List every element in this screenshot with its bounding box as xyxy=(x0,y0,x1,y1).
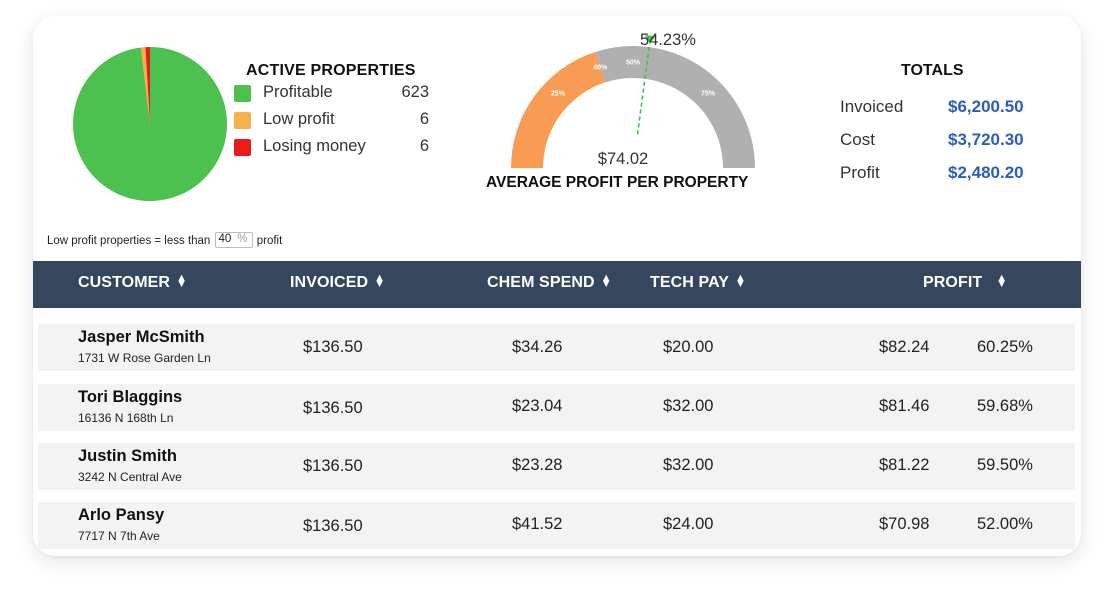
legend-item-losing-money: Losing money 6 xyxy=(234,136,434,161)
invoiced-cell: $136.50 xyxy=(303,457,363,475)
legend-count: 6 xyxy=(419,110,429,128)
column-header-label: CUSTOMER xyxy=(78,274,171,291)
column-header-label: INVOICED xyxy=(290,274,369,291)
totals-title: TOTALS xyxy=(901,62,964,79)
low-profit-threshold-input[interactable]: 40 % xyxy=(214,232,253,248)
profit-percent-cell: 52.00% xyxy=(977,515,1033,533)
gauge-tick-label: 25% xyxy=(551,91,566,98)
legend-count: 623 xyxy=(401,83,429,101)
profit-percent-cell: 59.50% xyxy=(977,456,1033,474)
profit-cell: $81.22 xyxy=(879,456,930,474)
table-row[interactable]: Justin Smith 3242 N Central Ave $136.50 … xyxy=(38,443,1075,490)
threshold-input-value: 40 xyxy=(218,233,232,245)
totals-label: Invoiced xyxy=(840,97,904,116)
gauge-pointer-label: 54.23% xyxy=(640,31,696,49)
low-profit-swatch xyxy=(234,112,251,129)
customer-address: 16136 N 168th Ln xyxy=(78,411,174,425)
active-properties-pie-chart xyxy=(73,47,227,201)
table-row[interactable]: Tori Blaggins 16136 N 168th Ln $136.50 $… xyxy=(38,384,1075,431)
chem-spend-cell: $23.28 xyxy=(512,456,563,474)
threshold-prefix: Low profit properties = less than xyxy=(47,235,211,248)
customer-name: Justin Smith xyxy=(78,447,178,465)
gauge-fill-band xyxy=(511,51,606,168)
active-properties-title: ACTIVE PROPERTIES xyxy=(246,62,416,79)
tech-pay-cell: $24.00 xyxy=(663,515,714,533)
customer-address: 1731 W Rose Garden Ln xyxy=(78,351,211,365)
totals-label: Cost xyxy=(840,130,875,149)
legend-item-low-profit: Low profit 6 xyxy=(234,109,434,134)
customer-address: 7717 N 7th Ave xyxy=(78,529,160,543)
totals-row-cost: Cost $3,720.30 xyxy=(840,130,1040,163)
column-header-label: TECH PAY xyxy=(650,274,730,291)
gauge-tick-label: 40% xyxy=(593,65,608,72)
profit-cell: $70.98 xyxy=(879,515,930,533)
column-header-invoiced[interactable]: INVOICED ▲ ▼ xyxy=(290,271,386,292)
column-header-label: PROFIT xyxy=(923,274,983,291)
customer-name: Tori Blaggins xyxy=(78,388,183,406)
gauge-tick-label: 75% xyxy=(701,91,716,98)
totals-value: $3,720.30 xyxy=(948,130,1024,149)
totals-label: Profit xyxy=(840,163,880,182)
legend-item-profitable: Profitable 623 xyxy=(234,82,434,107)
totals-row-profit: Profit $2,480.20 xyxy=(840,163,1040,196)
profit-percent-cell: 60.25% xyxy=(977,338,1033,356)
legend-label: Low profit xyxy=(263,110,335,128)
pie-slice-losing-money xyxy=(145,47,150,124)
profitable-swatch xyxy=(234,85,251,102)
column-header-tech-pay[interactable]: TECH PAY ▲ ▼ xyxy=(650,271,747,292)
chem-spend-cell: $23.04 xyxy=(512,397,563,415)
table-header: CUSTOMER ▲ ▼ INVOICED ▲ ▼ CHEM SPEND ▲ ▼ TECH … xyxy=(33,261,1081,308)
column-header-chem-spend[interactable]: CHEM SPEND ▲ ▼ xyxy=(487,271,612,292)
average-profit-value: $74.02 xyxy=(597,150,649,168)
gauge-pointer-line xyxy=(636,43,651,135)
tech-pay-cell: $32.00 xyxy=(663,456,714,474)
legend-label: Profitable xyxy=(263,83,333,101)
legend-label: Losing money xyxy=(263,137,366,155)
totals-value: $2,480.20 xyxy=(948,163,1024,182)
pie-slice-low-profit xyxy=(140,47,150,124)
customer-address: 3242 N Central Ave xyxy=(78,470,182,484)
average-profit-title: AVERAGE PROFIT PER PROPERTY xyxy=(486,174,749,191)
tech-pay-cell: $20.00 xyxy=(663,338,714,356)
legend-count: 6 xyxy=(419,137,429,155)
chem-spend-cell: $41.52 xyxy=(512,515,563,533)
gauge-tick-label: 50% xyxy=(626,60,641,67)
totals-value: $6,200.50 xyxy=(948,97,1024,116)
table-row[interactable]: Jasper McSmith 1731 W Rose Garden Ln $13… xyxy=(38,324,1075,371)
tech-pay-cell: $32.00 xyxy=(663,397,714,415)
sort-icon: ▲ ▼ xyxy=(600,271,612,290)
invoiced-cell: $136.50 xyxy=(303,517,363,535)
customer-name: Arlo Pansy xyxy=(78,506,165,524)
sort-icon: ▲ ▼ xyxy=(996,271,1008,290)
invoiced-cell: $136.50 xyxy=(303,338,363,356)
sort-icon: ▲ ▼ xyxy=(176,271,188,290)
threshold-input-unit: % xyxy=(237,233,248,245)
active-properties-legend: ACTIVE PROPERTIES Profitable 623 Low pro… xyxy=(234,62,434,161)
gauge-pointer-marker xyxy=(644,35,656,44)
table-row[interactable]: Arlo Pansy 7717 N 7th Ave $136.50 $41.52… xyxy=(38,502,1075,549)
profit-cell: $82.24 xyxy=(879,338,930,356)
profit-percent-cell: 59.68% xyxy=(977,397,1033,415)
threshold-suffix: profit xyxy=(256,235,283,248)
column-header-profit[interactable]: PROFIT ▲ ▼ xyxy=(923,271,1008,292)
chem-spend-cell: $34.26 xyxy=(512,338,563,356)
customer-name: Jasper McSmith xyxy=(78,328,205,346)
invoiced-cell: $136.50 xyxy=(303,399,363,417)
sort-icon: ▲ ▼ xyxy=(735,271,747,290)
totals-list: Invoiced $6,200.50 Cost $3,720.30 Profit… xyxy=(840,97,1040,196)
profit-report-card: ACTIVE PROPERTIES Profitable 623 Low pro… xyxy=(33,16,1081,556)
profit-cell: $81.46 xyxy=(879,397,930,415)
low-profit-threshold-note: Low profit properties = less than 40 % p… xyxy=(47,232,283,249)
column-header-label: CHEM SPEND xyxy=(487,274,595,291)
sort-icon: ▲ ▼ xyxy=(374,271,386,290)
pie-slice-profitable xyxy=(73,47,227,201)
totals-row-invoiced: Invoiced $6,200.50 xyxy=(840,97,1040,130)
average-profit-gauge: 25% 40% 50% 75% xyxy=(511,35,755,168)
column-header-customer[interactable]: CUSTOMER ▲ ▼ xyxy=(78,271,188,292)
gauge-track-band xyxy=(595,46,755,168)
losing-money-swatch xyxy=(234,139,251,156)
